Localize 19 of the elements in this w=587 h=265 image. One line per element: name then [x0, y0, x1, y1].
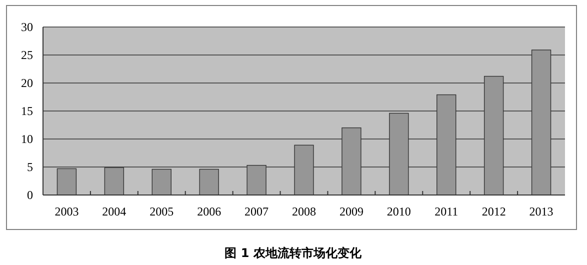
- x-tick-label: 2004: [102, 204, 126, 219]
- x-tick-label: 2009: [339, 204, 364, 219]
- x-tick-label: 2013: [529, 204, 554, 219]
- y-tick-label: 15: [21, 104, 33, 118]
- x-tick-label: 2005: [150, 204, 174, 219]
- x-tick-label: 2012: [482, 204, 506, 219]
- y-tick-label: 25: [21, 48, 33, 62]
- x-tick-label: 2011: [434, 204, 458, 219]
- y-tick-label: 20: [21, 76, 33, 90]
- y-tick-label: 0: [27, 188, 33, 202]
- x-tick-label: 2008: [292, 204, 316, 219]
- x-tick-label: 2007: [244, 204, 269, 219]
- y-tick-label: 5: [27, 160, 33, 174]
- text: 图 1 农地流转市场化变化: [224, 246, 362, 260]
- y-tick-label: 30: [21, 20, 33, 34]
- x-tick-label: 2003: [54, 204, 79, 219]
- y-tick-label: 10: [21, 132, 33, 146]
- x-tick-label: 2006: [197, 204, 222, 219]
- x-tick-label: 2010: [386, 204, 411, 219]
